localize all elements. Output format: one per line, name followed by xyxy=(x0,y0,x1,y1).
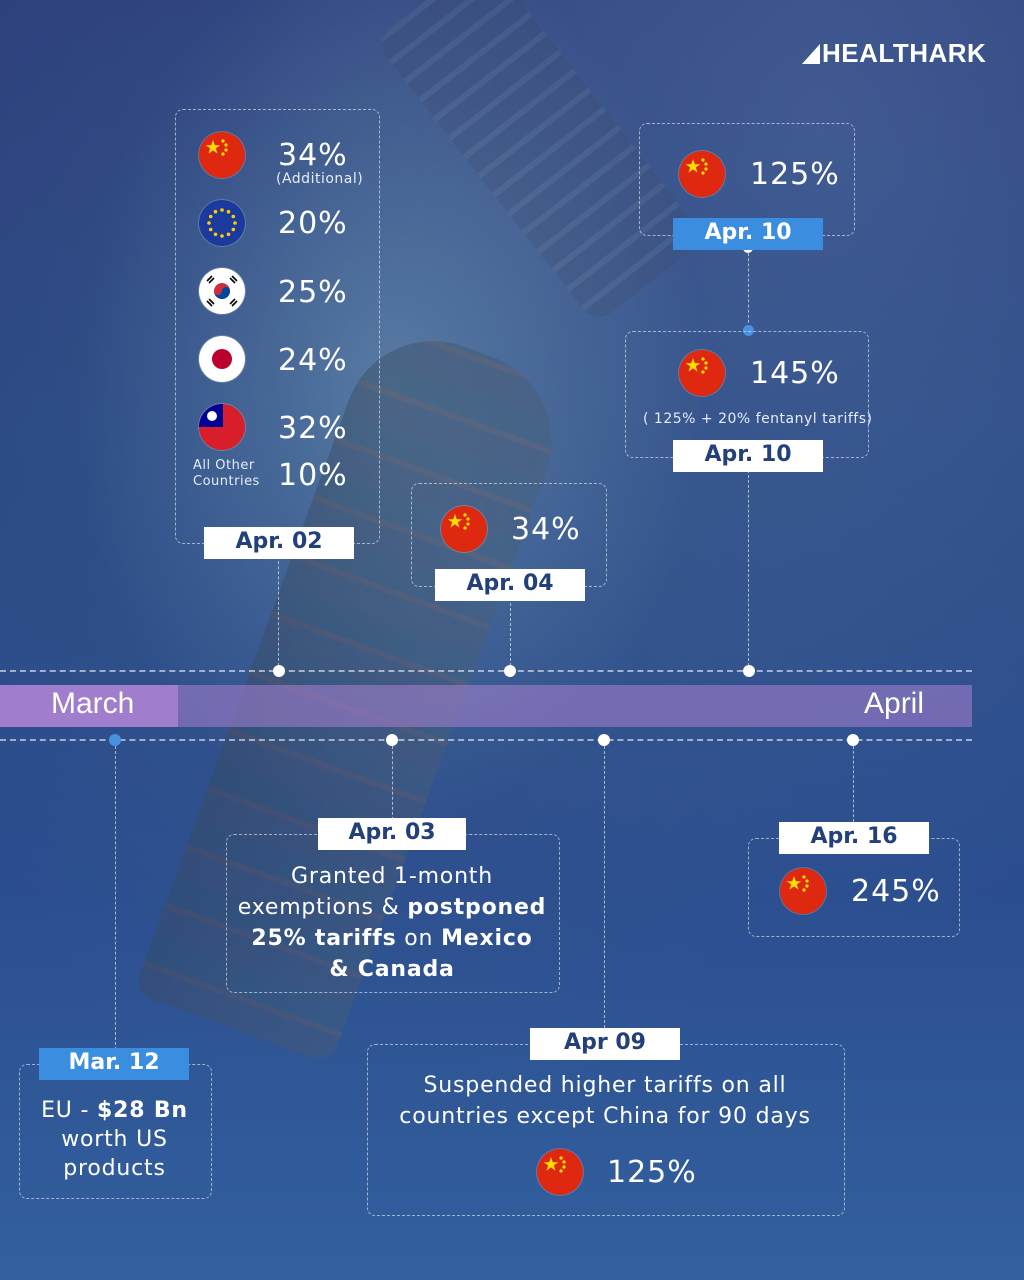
apr09-line1: Suspended higher tariffs on all xyxy=(423,1073,787,1098)
china-flag-icon xyxy=(441,506,487,552)
mar12-line3: products xyxy=(63,1156,166,1181)
china-flag-icon xyxy=(537,1149,583,1195)
connector-mar12 xyxy=(115,746,116,1050)
timeline-top-line xyxy=(0,670,972,672)
date-tag-apr03: Apr. 03 xyxy=(318,818,466,850)
connector-apr09 xyxy=(604,746,605,1028)
date-tag-apr04: Apr. 04 xyxy=(435,569,585,601)
rate-taiwan-apr02: 32% xyxy=(278,411,348,446)
rate-japan-apr02: 24% xyxy=(278,343,348,378)
rate-eu-apr02: 20% xyxy=(278,206,348,241)
rate-china-apr10b: 145% xyxy=(750,356,840,391)
apr03-line3-mid: on xyxy=(396,926,442,951)
logo-triangle-icon xyxy=(802,43,820,64)
apr09-text: Suspended higher tariffs on all countrie… xyxy=(367,1070,843,1132)
timeline-dot-apr03 xyxy=(386,734,398,746)
rate-china-apr16: 245% xyxy=(851,874,941,909)
connector-apr10 xyxy=(748,470,749,666)
south-korea-flag-icon xyxy=(199,268,245,314)
timeline-dot-apr10 xyxy=(743,665,755,677)
brand-name: HEALTHARK xyxy=(822,38,987,68)
date-tag-apr16: Apr. 16 xyxy=(779,822,929,854)
connector-apr03 xyxy=(392,746,393,820)
timeline-band xyxy=(178,685,972,727)
china-flag-icon xyxy=(780,868,826,914)
taiwan-flag-icon xyxy=(199,404,245,450)
month-label-april: April xyxy=(864,687,925,720)
note-additional: (Additional) xyxy=(276,171,364,187)
rate-china-apr10a: 125% xyxy=(750,157,840,192)
rate-china-apr02: 34% xyxy=(278,138,348,173)
connector-apr02 xyxy=(278,556,279,666)
date-tag-apr10a: Apr. 10 xyxy=(673,218,823,250)
mar12-line2: worth US xyxy=(61,1127,168,1152)
apr03-line3-bold: 25% tariffs xyxy=(251,926,397,951)
apr03-line2: exemptions & postponed xyxy=(226,892,558,923)
march-band xyxy=(0,685,178,727)
apr09-line2: countries except China for 90 days xyxy=(399,1104,811,1129)
rate-korea-apr02: 25% xyxy=(278,275,348,310)
connector-apr10-upper xyxy=(748,248,749,328)
timeline-dot-apr09 xyxy=(598,734,610,746)
china-flag-icon xyxy=(679,350,725,396)
rate-other-apr02: 10% xyxy=(278,458,348,493)
apr03-line4-bold: & Canada xyxy=(329,957,455,982)
rate-china-apr04: 34% xyxy=(511,512,581,547)
rate-china-apr09: 125% xyxy=(607,1155,697,1190)
apr10-card-145 xyxy=(625,331,869,458)
apr03-line2-pre: exemptions & xyxy=(237,895,408,920)
month-label-march: March xyxy=(51,687,135,720)
timeline-dot-apr04 xyxy=(504,665,516,677)
apr03-line3-bold2: Mexico xyxy=(441,926,533,951)
date-tag-apr10b: Apr. 10 xyxy=(673,440,823,472)
china-flag-icon xyxy=(679,151,725,197)
apr03-line1: Granted 1-month xyxy=(291,864,493,889)
mar12-line1-pre: EU - xyxy=(41,1098,98,1123)
china-flag-icon xyxy=(199,132,245,178)
brand-logo: HEALTHARK xyxy=(802,38,986,69)
note-fentanyl: ( 125% + 20% fentanyl tariffs) xyxy=(643,411,873,427)
eu-flag-icon xyxy=(199,200,245,246)
apr03-line2-bold: postponed xyxy=(407,895,547,920)
label-all-other-countries: All Other Countries xyxy=(193,458,260,490)
timeline-dot-apr16 xyxy=(847,734,859,746)
apr03-line4: & Canada xyxy=(226,954,558,985)
mar12-line1: EU - $28 Bn xyxy=(19,1096,210,1125)
label-all-other-line2: Countries xyxy=(193,474,260,489)
apr03-text: Granted 1-month exemptions & postponed 2… xyxy=(226,861,558,985)
mar12-text: EU - $28 Bn worth US products xyxy=(19,1096,210,1183)
timeline-dot-apr02 xyxy=(273,665,285,677)
label-all-other-line1: All Other xyxy=(193,458,255,473)
mar12-amount: $28 Bn xyxy=(97,1098,188,1123)
date-tag-apr02: Apr. 02 xyxy=(204,527,354,559)
connector-apr04 xyxy=(510,598,511,666)
date-tag-mar12: Mar. 12 xyxy=(39,1048,189,1080)
japan-flag-icon xyxy=(199,336,245,382)
connector-apr16 xyxy=(853,746,854,822)
timeline-dot-mar12 xyxy=(109,734,121,746)
apr03-line3: 25% tariffs on Mexico xyxy=(226,923,558,954)
connector-dot-apr10-mid xyxy=(743,325,754,336)
date-tag-apr09: Apr 09 xyxy=(530,1028,680,1060)
timeline-bottom-line xyxy=(0,739,972,741)
